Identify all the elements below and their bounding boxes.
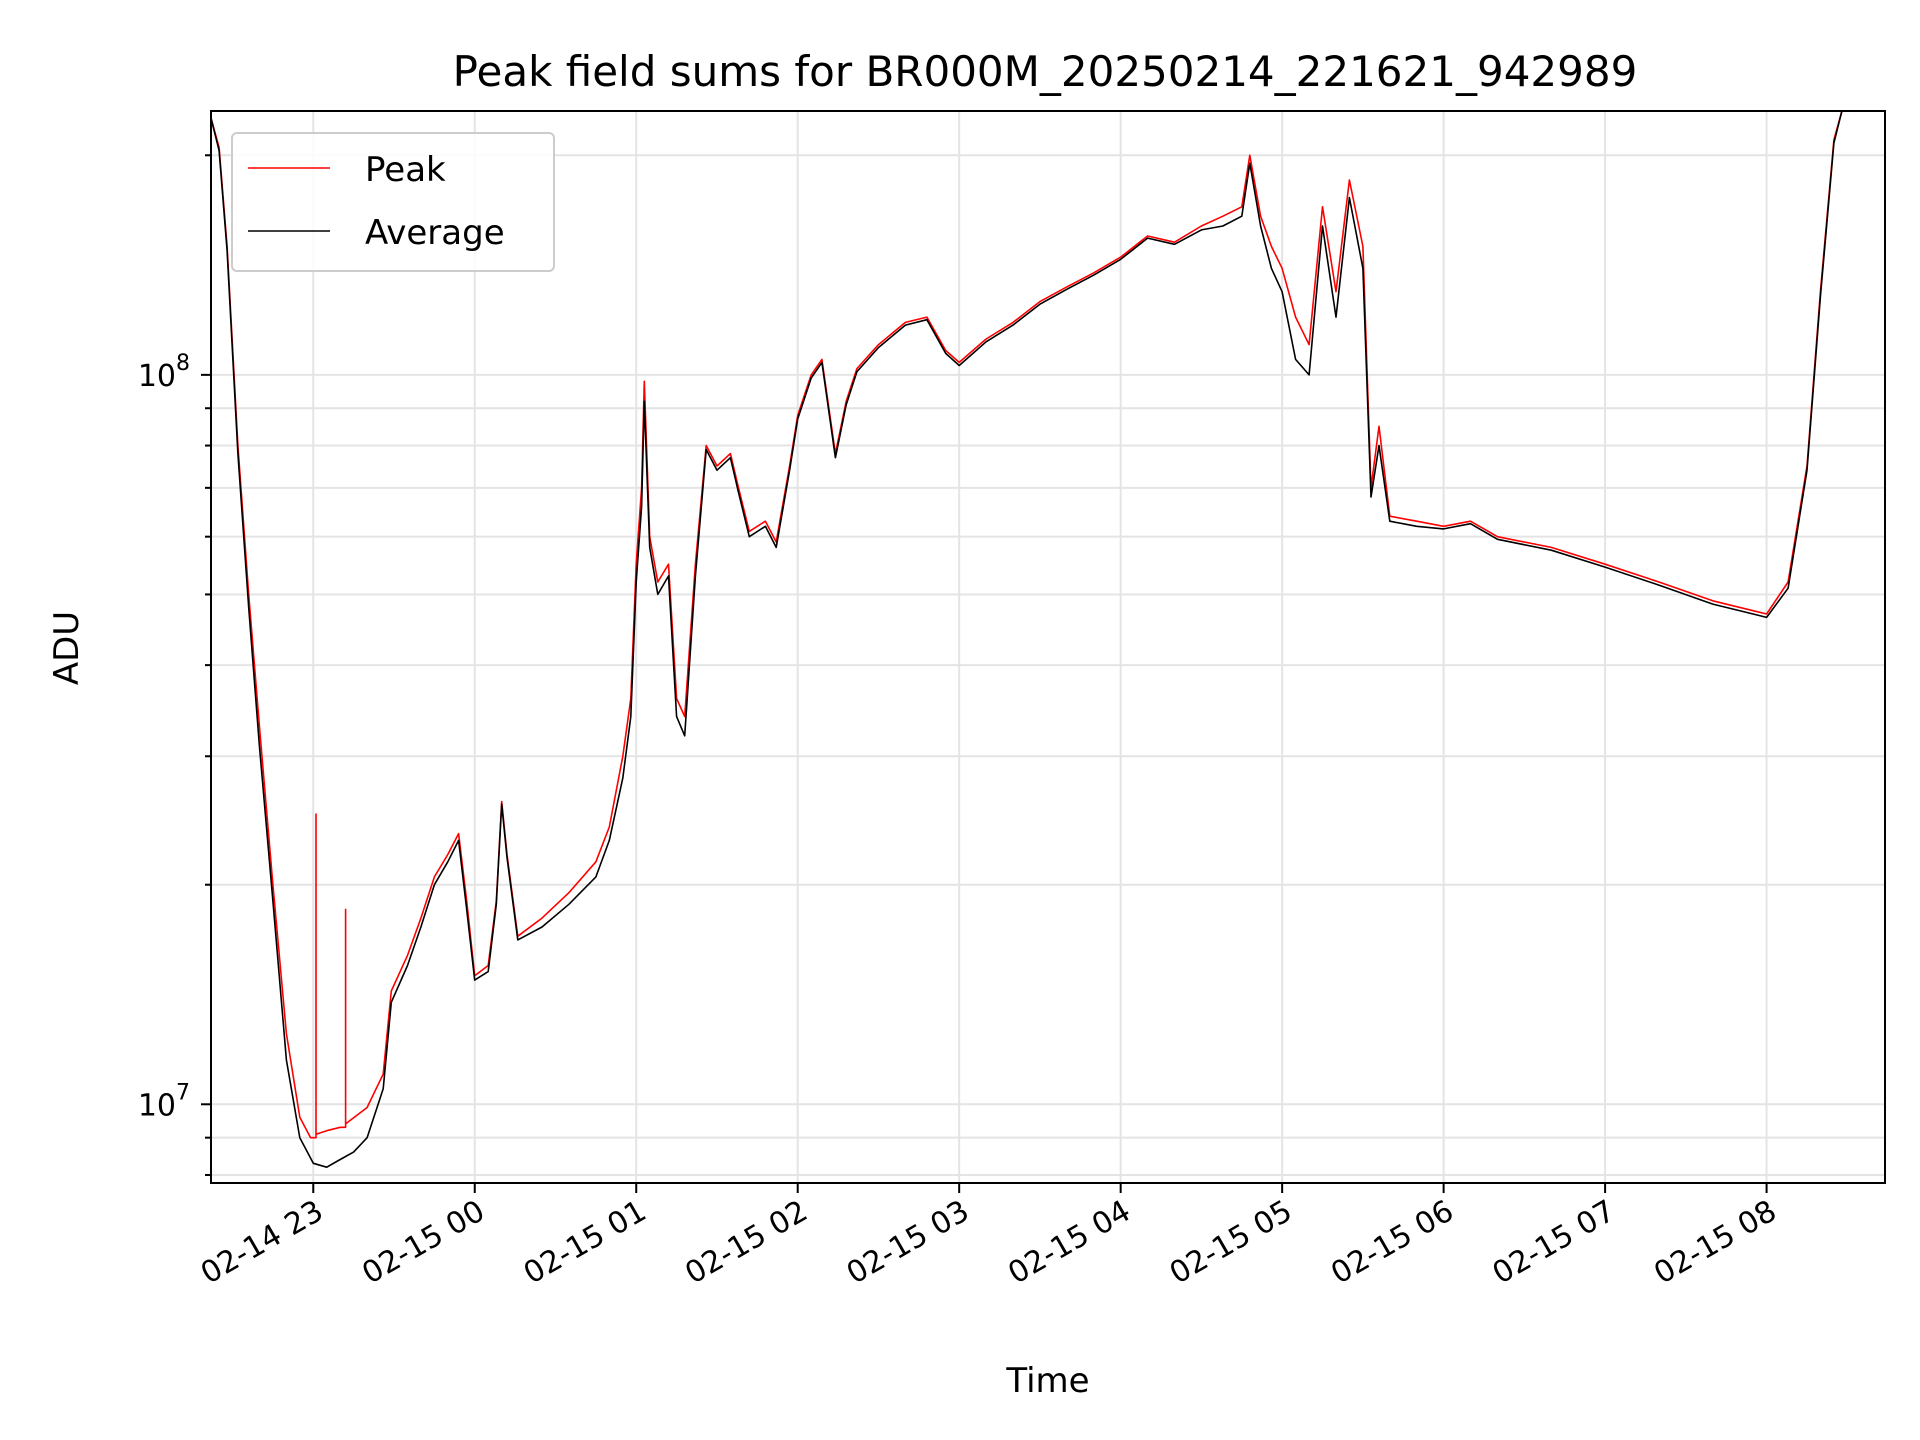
y-axis-label: ADU [47, 611, 87, 685]
series-line-average [211, 111, 1843, 1168]
legend: Peak Average [231, 132, 555, 272]
legend-label-average: Average [365, 213, 505, 253]
x-axis-label: Time [1005, 1361, 1089, 1401]
y-tick-label: 107 [138, 1080, 190, 1123]
y-axis: 107 108 [138, 154, 211, 1176]
y-tick-label: 108 [138, 351, 190, 394]
series-lines [211, 111, 1843, 1168]
grid [211, 111, 1885, 1183]
chart-title: Peak field sums for BR000M_20250214_2216… [453, 47, 1638, 96]
legend-label-peak: Peak [365, 150, 446, 190]
plot-frame [210, 110, 1886, 1184]
